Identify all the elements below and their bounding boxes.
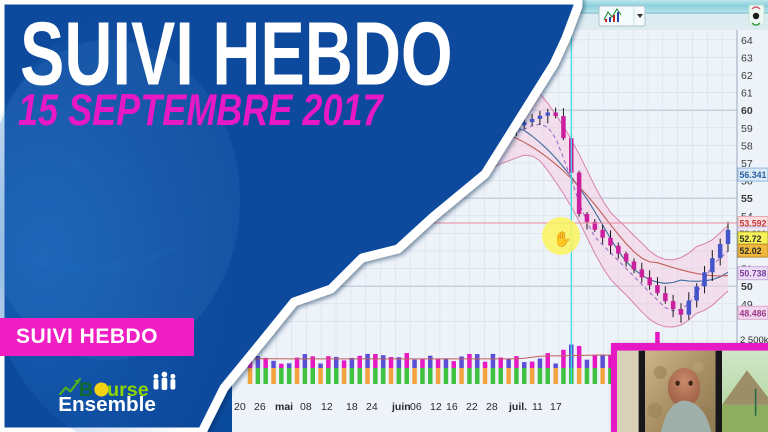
svg-text:Ensemble: Ensemble bbox=[58, 393, 156, 413]
